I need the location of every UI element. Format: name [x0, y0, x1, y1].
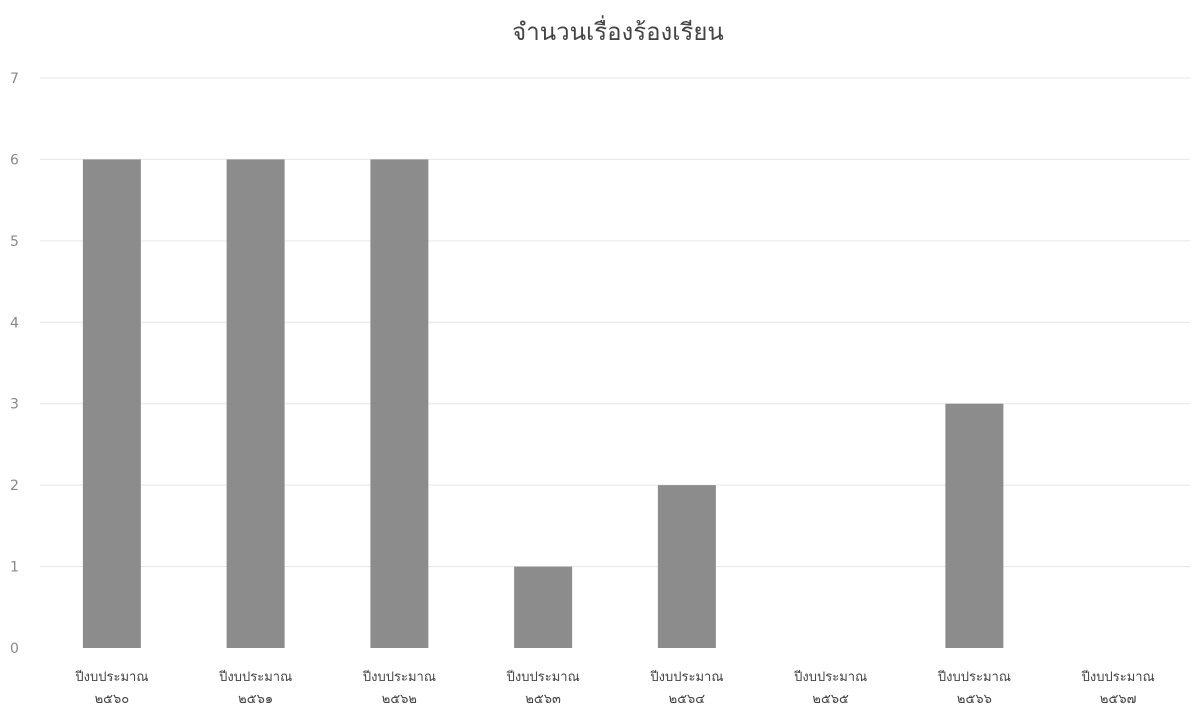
bar — [514, 566, 573, 648]
x-category-label: ปีงบประมาณ — [506, 669, 580, 685]
y-axis-ticks: 0 1 2 3 4 5 6 7 — [10, 71, 19, 657]
y-tick-label: 1 — [10, 560, 19, 576]
x-category-label: ปีงบประมาณ — [937, 669, 1011, 685]
x-category-label: ๒๕๖๓ — [525, 692, 561, 707]
gridlines — [40, 77, 1190, 568]
x-category-label: ปีงบประมาณ — [218, 669, 292, 685]
bar — [226, 159, 285, 648]
bar — [82, 159, 141, 648]
y-tick-label: 5 — [10, 234, 19, 250]
y-tick-label: 0 — [10, 641, 19, 657]
x-category-label: ๒๕๖๒ — [382, 692, 417, 707]
x-category-label: ๒๕๖๐ — [95, 692, 130, 707]
x-category-label: ปีงบประมาณ — [793, 669, 867, 685]
bars — [82, 159, 1004, 648]
x-category-label: ๒๕๖๕ — [812, 692, 849, 707]
x-category-label: ปีงบประมาณ — [362, 669, 436, 685]
y-tick-label: 6 — [10, 152, 19, 168]
x-category-label: ๒๕๖๗ — [1100, 692, 1136, 707]
y-tick-label: 2 — [10, 478, 19, 494]
x-category-label: ปีงบประมาณ — [649, 669, 723, 685]
bar — [657, 485, 716, 648]
x-category-label: ๒๕๖๑ — [238, 692, 273, 707]
bar — [945, 403, 1004, 648]
x-category-label: ปีงบประมาณ — [74, 669, 148, 685]
x-category-label: ปีงบประมาณ — [1081, 669, 1155, 685]
x-category-label: ๒๕๖๔ — [669, 692, 706, 707]
y-tick-label: 4 — [10, 315, 19, 331]
bar — [370, 159, 429, 648]
y-tick-label: 3 — [10, 397, 19, 413]
chart-title: จำนวนเรื่องร้องเรียน — [512, 15, 724, 46]
y-tick-label: 7 — [10, 71, 19, 87]
x-category-label: ๒๕๖๖ — [957, 692, 992, 707]
